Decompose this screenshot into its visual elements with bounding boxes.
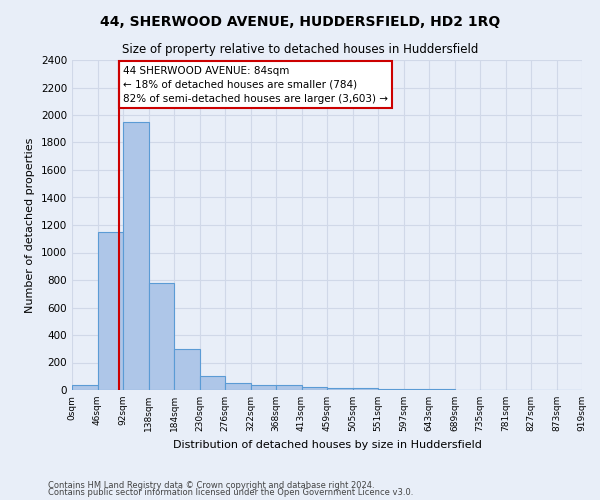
Bar — [174, 349, 199, 390]
Text: Contains public sector information licensed under the Open Government Licence v3: Contains public sector information licen… — [48, 488, 413, 497]
X-axis label: Distribution of detached houses by size in Huddersfield: Distribution of detached houses by size … — [173, 440, 481, 450]
Bar — [199, 376, 225, 390]
Text: Contains HM Land Registry data © Crown copyright and database right 2024.: Contains HM Land Registry data © Crown c… — [48, 480, 374, 490]
Text: 44, SHERWOOD AVENUE, HUDDERSFIELD, HD2 1RQ: 44, SHERWOOD AVENUE, HUDDERSFIELD, HD2 1… — [100, 15, 500, 29]
Bar — [97, 232, 123, 390]
Bar — [72, 384, 97, 390]
Bar — [149, 284, 174, 390]
Bar — [225, 383, 251, 390]
Bar — [378, 389, 404, 390]
Y-axis label: Number of detached properties: Number of detached properties — [25, 138, 35, 312]
Text: 44 SHERWOOD AVENUE: 84sqm
← 18% of detached houses are smaller (784)
82% of semi: 44 SHERWOOD AVENUE: 84sqm ← 18% of detac… — [123, 66, 388, 104]
Bar — [353, 388, 378, 390]
Bar — [302, 386, 327, 390]
Bar — [327, 388, 353, 390]
Text: Size of property relative to detached houses in Huddersfield: Size of property relative to detached ho… — [122, 42, 478, 56]
Bar — [123, 122, 149, 390]
Bar — [251, 384, 276, 390]
Bar — [276, 385, 302, 390]
